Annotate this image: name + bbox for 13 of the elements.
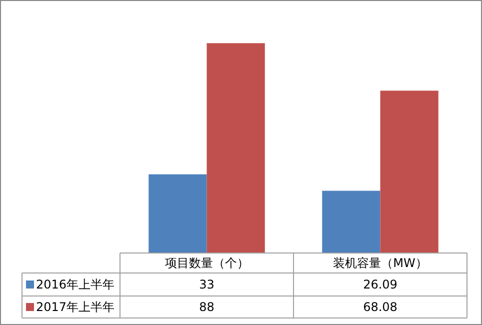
- legend-label: 2017年上半年: [36, 300, 115, 314]
- x-tick-label: 装机容量（MW）: [333, 256, 428, 270]
- data-label: 68.08: [363, 300, 398, 314]
- bar: [148, 174, 207, 253]
- bar: [206, 43, 265, 253]
- data-table: 项目数量（个） 装机容量（MW） 2016年上半年 33 26.09 2017年上半年 88 68.08: [22, 252, 468, 318]
- x-tick-label: 项目数量（个）: [164, 256, 249, 270]
- data-label: 26.09: [363, 278, 398, 292]
- data-label: 33: [199, 278, 214, 292]
- bar: [322, 190, 380, 253]
- data-label: 88: [199, 300, 214, 314]
- bar: [380, 90, 438, 253]
- legend-label: 2016年上半年: [36, 278, 115, 292]
